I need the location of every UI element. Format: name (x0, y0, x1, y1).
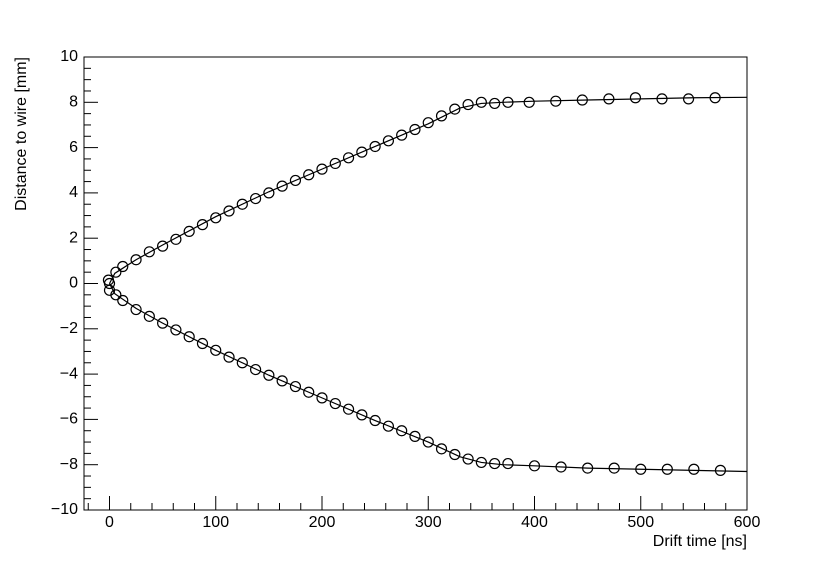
data-point (329, 157, 341, 170)
y-axis-title: Distance to wire [mm] (13, 57, 30, 211)
y-tick-label: 0 (69, 275, 78, 292)
data-point (435, 110, 448, 122)
data-point (236, 198, 248, 210)
x-tick-label: 500 (627, 514, 654, 531)
fit-line (108, 283, 748, 473)
data-point (276, 180, 288, 192)
data-point (369, 414, 381, 427)
data-point (409, 430, 421, 442)
data-point (396, 425, 408, 437)
x-axis-title: Drift time [ns] (653, 533, 747, 550)
y-tick-label: −8 (60, 456, 78, 473)
data-point (329, 397, 341, 410)
fit-line (108, 96, 748, 284)
data-point (342, 152, 355, 164)
data-point (475, 96, 487, 108)
data-point (462, 453, 474, 465)
data-point (130, 254, 142, 266)
data-point (110, 289, 122, 301)
y-tick-label: 10 (60, 48, 78, 65)
data-point (263, 187, 275, 199)
y-tick-label: −10 (51, 501, 78, 518)
data-point (435, 443, 448, 455)
data-point (629, 92, 642, 104)
data-point (143, 310, 155, 322)
data-point (183, 225, 195, 238)
data-point (223, 205, 235, 217)
data-point (110, 266, 122, 278)
data-point (382, 420, 395, 432)
data-point (117, 260, 129, 273)
data-point (157, 240, 169, 252)
data-point (342, 403, 355, 415)
data-point (210, 212, 222, 224)
data-point (422, 117, 434, 129)
data-point (103, 277, 116, 290)
data-point (170, 233, 182, 245)
data-point (276, 375, 288, 387)
data-point (143, 246, 155, 258)
data-point (382, 135, 395, 147)
data-point (356, 146, 368, 158)
data-point (303, 169, 315, 181)
data-point (196, 219, 209, 231)
data-point (263, 369, 275, 381)
data-point (502, 457, 514, 470)
data-point (316, 163, 328, 175)
y-tick-label: −2 (60, 320, 78, 337)
data-point (409, 123, 421, 136)
data-point (196, 337, 209, 350)
data-point (316, 392, 328, 404)
data-point (130, 303, 142, 316)
y-tick-label: 2 (69, 229, 78, 246)
data-point (223, 351, 235, 363)
data-point (157, 317, 169, 329)
data-point (688, 463, 700, 475)
data-point (303, 386, 315, 398)
x-tick-label: 100 (202, 514, 229, 531)
data-point (449, 103, 461, 115)
y-tick-label: −4 (60, 365, 78, 382)
data-point (289, 174, 302, 187)
y-tick-label: −6 (60, 411, 78, 428)
data-point (289, 380, 302, 393)
data-point (603, 93, 615, 105)
data-point (422, 436, 434, 448)
y-tick-label: 6 (69, 139, 78, 156)
x-tick-label: 0 (105, 514, 114, 531)
data-point (523, 96, 535, 108)
data-point (117, 294, 129, 307)
x-tick-label: 200 (309, 514, 336, 531)
data-point (249, 363, 262, 376)
data-point (183, 331, 195, 343)
data-point (369, 140, 381, 153)
data-point (356, 409, 368, 421)
x-tick-label: 600 (734, 514, 761, 531)
y-tick-label: 4 (69, 184, 78, 201)
data-point (682, 93, 695, 105)
data-point (396, 129, 408, 141)
data-point (449, 448, 461, 461)
y-tick-label: 8 (69, 94, 78, 111)
data-point (210, 344, 222, 356)
x-tick-label: 300 (415, 514, 442, 531)
data-point (249, 192, 262, 205)
data-point (462, 98, 474, 111)
data-point (236, 357, 248, 369)
x-tick-label: 400 (521, 514, 548, 531)
data-point (170, 324, 182, 336)
